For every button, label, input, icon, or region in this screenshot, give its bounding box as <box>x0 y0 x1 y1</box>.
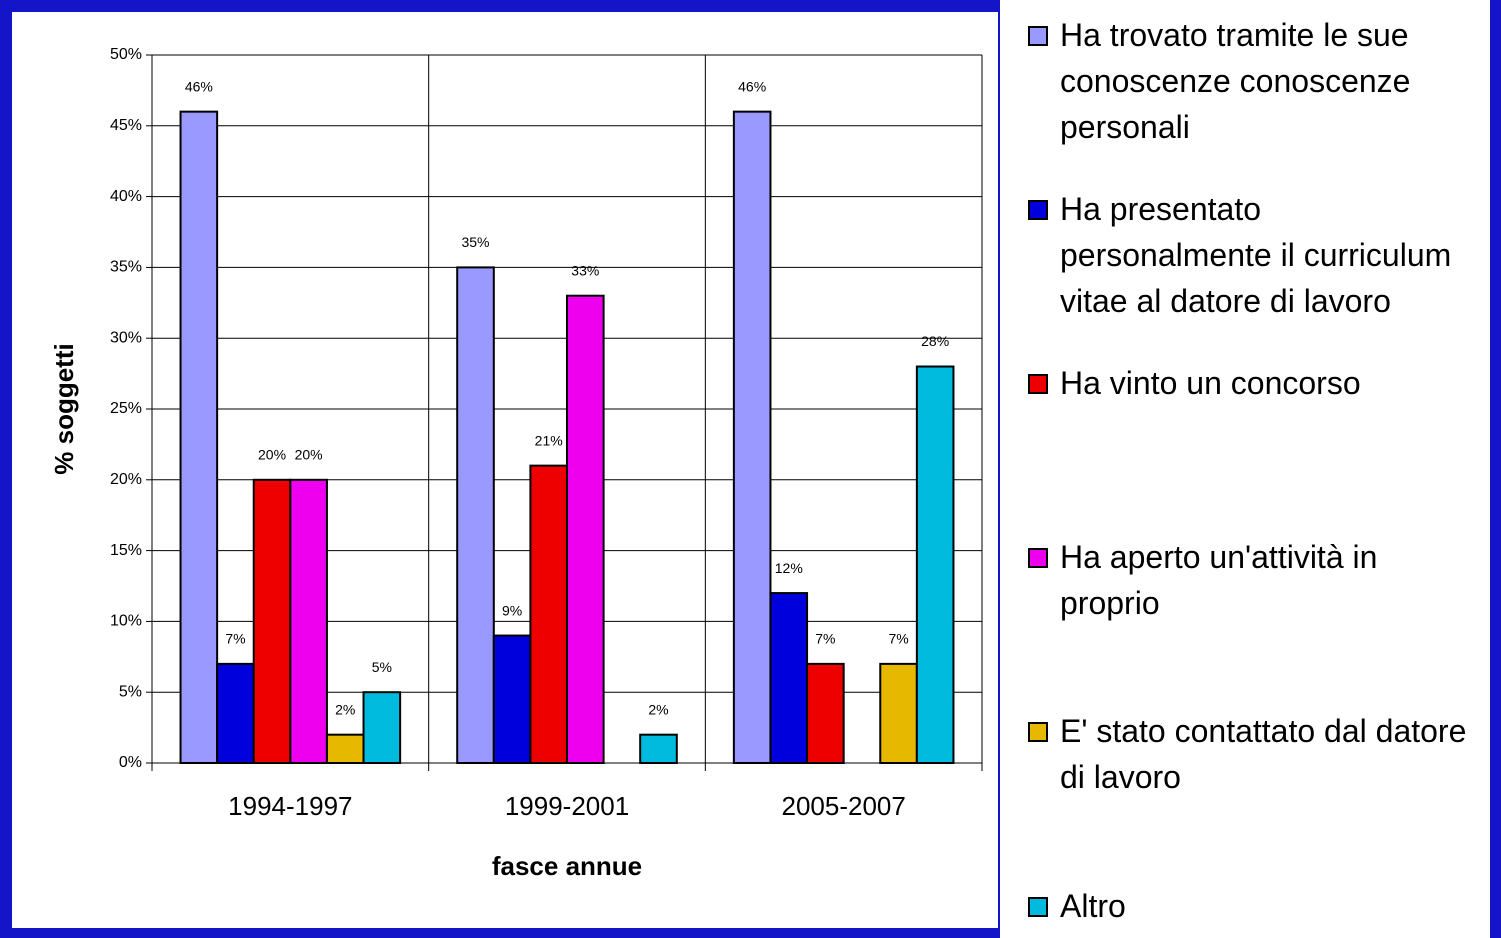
data-label: 28% <box>921 333 949 349</box>
legend-swatch <box>1028 548 1048 568</box>
legend-area <box>1000 0 1490 938</box>
bar <box>216 662 255 765</box>
data-label: 5% <box>372 659 392 675</box>
legend-swatch <box>1028 722 1048 742</box>
bar <box>915 365 955 764</box>
bar <box>325 733 365 764</box>
chart-area <box>12 12 998 928</box>
x-tick-label: 1994-1997 <box>228 791 352 821</box>
y-tick-label: 45% <box>110 117 142 134</box>
legend-label: Ha presentato personalmente il curriculu… <box>1060 191 1452 319</box>
y-tick-label: 25% <box>110 400 142 417</box>
legend-swatch <box>1028 374 1048 394</box>
bar <box>289 478 328 764</box>
y-tick-label: 30% <box>110 329 142 346</box>
y-tick-label: 40% <box>110 188 142 205</box>
bar <box>362 691 402 765</box>
data-label: 7% <box>815 631 835 647</box>
data-label: 46% <box>185 78 213 94</box>
y-tick-label: 10% <box>110 613 142 630</box>
legend-entry: E' stato contattato dal datore di lavoro <box>1028 708 1478 800</box>
legend-entry: Ha presentato personalmente il curriculu… <box>1028 186 1478 324</box>
legend-swatch <box>1028 897 1048 917</box>
y-tick-label: 20% <box>110 471 142 488</box>
bar <box>456 266 495 764</box>
legend-swatch <box>1028 200 1048 220</box>
bar <box>492 634 532 764</box>
legend-label: Ha aperto un'attività in proprio <box>1060 539 1378 621</box>
data-label: 21% <box>535 432 563 448</box>
bar <box>252 478 292 764</box>
legend-label: Ha vinto un concorso <box>1060 365 1361 401</box>
data-label: 7% <box>888 631 908 647</box>
y-tick-label: 50% <box>110 46 142 63</box>
bar <box>529 464 569 764</box>
bar <box>179 110 219 764</box>
data-label: 20% <box>295 447 323 463</box>
legend-swatch <box>1028 26 1048 46</box>
data-label: 2% <box>648 701 668 717</box>
y-tick-label: 0% <box>119 754 142 771</box>
data-label: 35% <box>461 234 489 250</box>
data-label: 20% <box>258 447 286 463</box>
y-tick-label: 15% <box>110 542 142 559</box>
data-label: 33% <box>571 262 599 278</box>
bar <box>879 662 918 765</box>
data-label: 9% <box>502 602 522 618</box>
legend-entry: Ha aperto un'attività in proprio <box>1028 534 1478 626</box>
data-label: 2% <box>335 701 355 717</box>
y-tick-label: 35% <box>110 259 142 276</box>
x-tick-label: 1999-2001 <box>505 791 629 821</box>
x-tick-label: 2005-2007 <box>781 791 905 821</box>
data-label: 7% <box>225 631 245 647</box>
legend-entry: Altro <box>1028 883 1478 929</box>
legend-entry: Ha trovato tramite le sue conoscenze con… <box>1028 12 1478 150</box>
bar <box>769 592 809 765</box>
data-label: 46% <box>738 78 766 94</box>
legend-entry: Ha vinto un concorso <box>1028 360 1478 406</box>
y-tick-label: 5% <box>119 683 142 700</box>
bar <box>732 110 772 764</box>
x-axis-title: fasce annue <box>492 851 642 881</box>
y-axis-title: % soggetti <box>49 343 79 474</box>
bar <box>566 294 605 764</box>
legend-label: E' stato contattato dal datore di lavoro <box>1060 713 1467 795</box>
data-label: 12% <box>775 560 803 576</box>
bar <box>806 662 845 765</box>
legend-label: Altro <box>1060 888 1126 924</box>
legend-label: Ha trovato tramite le sue conoscenze con… <box>1060 17 1411 145</box>
bar <box>639 733 678 764</box>
